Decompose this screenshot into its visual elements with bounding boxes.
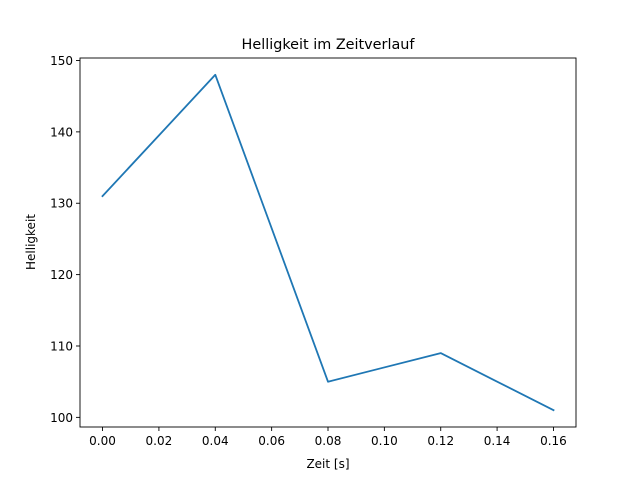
- y-tick-label: 130: [50, 197, 73, 211]
- x-tick-label: 0.16: [540, 434, 567, 448]
- plot-area-frame: [79, 57, 577, 428]
- x-tick-label: 0.14: [484, 434, 511, 448]
- y-tick-label: 140: [50, 125, 73, 139]
- x-tick-label: 0.06: [258, 434, 285, 448]
- chart-title: Helligkeit im Zeitverlauf: [242, 37, 416, 53]
- y-axis-label: Helligkeit: [24, 214, 38, 270]
- x-tick-label: 0.10: [371, 434, 398, 448]
- x-tick-label: 0.02: [146, 434, 173, 448]
- x-tick-label: 0.04: [202, 434, 229, 448]
- y-tick-label: 100: [50, 411, 73, 425]
- y-tick-label: 110: [50, 339, 73, 353]
- y-tick-label: 120: [50, 268, 73, 282]
- x-tick-label: 0.12: [427, 434, 454, 448]
- x-axis-label: Zeit [s]: [306, 457, 349, 471]
- y-tick-label: 150: [50, 54, 73, 68]
- series-line-helligkeit: [101, 73, 555, 412]
- x-tick-label: 0.08: [315, 434, 342, 448]
- x-tick-label: 0.00: [89, 434, 116, 448]
